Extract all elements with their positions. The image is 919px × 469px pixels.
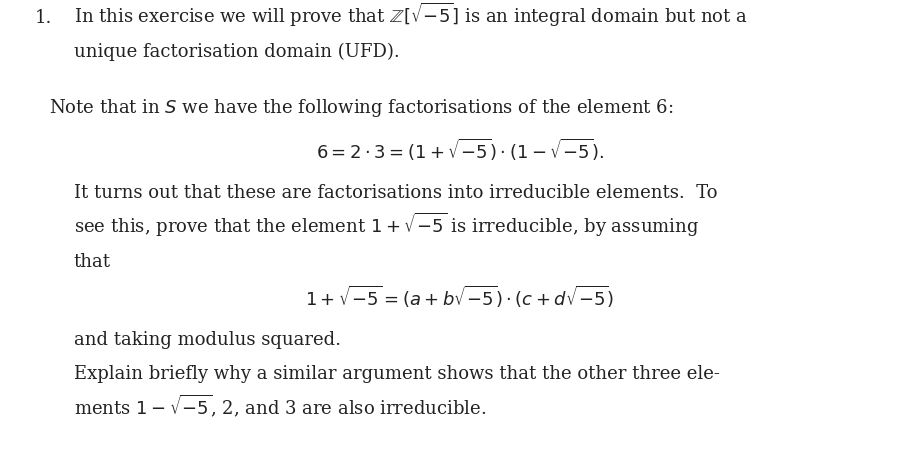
Text: see this, prove that the element $1 + \sqrt{-5}$ is irreducible, by assuming: see this, prove that the element $1 + \s… bbox=[74, 211, 698, 239]
Text: that: that bbox=[74, 253, 110, 272]
Text: $1 + \sqrt{-5} = (a + b\sqrt{-5}) \cdot (c + d\sqrt{-5})$: $1 + \sqrt{-5} = (a + b\sqrt{-5}) \cdot … bbox=[305, 284, 614, 310]
Text: 1.: 1. bbox=[35, 8, 52, 27]
Text: It turns out that these are factorisations into irreducible elements.  To: It turns out that these are factorisatio… bbox=[74, 184, 716, 202]
Text: unique factorisation domain (UFD).: unique factorisation domain (UFD). bbox=[74, 43, 399, 61]
Text: In this exercise we will prove that $\mathbb{Z}[\sqrt{-5}]$ is an integral domai: In this exercise we will prove that $\ma… bbox=[74, 0, 746, 29]
Text: and taking modulus squared.: and taking modulus squared. bbox=[74, 331, 340, 349]
Text: Explain briefly why a similar argument shows that the other three ele-: Explain briefly why a similar argument s… bbox=[74, 365, 719, 384]
Text: Note that in $S$ we have the following factorisations of the element 6:: Note that in $S$ we have the following f… bbox=[49, 97, 673, 119]
Text: $6 = 2 \cdot 3 = (1 + \sqrt{-5}) \cdot (1 - \sqrt{-5}).$: $6 = 2 \cdot 3 = (1 + \sqrt{-5}) \cdot (… bbox=[316, 137, 603, 164]
Text: ments $1 - \sqrt{-5}$, 2, and 3 are also irreducible.: ments $1 - \sqrt{-5}$, 2, and 3 are also… bbox=[74, 393, 485, 419]
